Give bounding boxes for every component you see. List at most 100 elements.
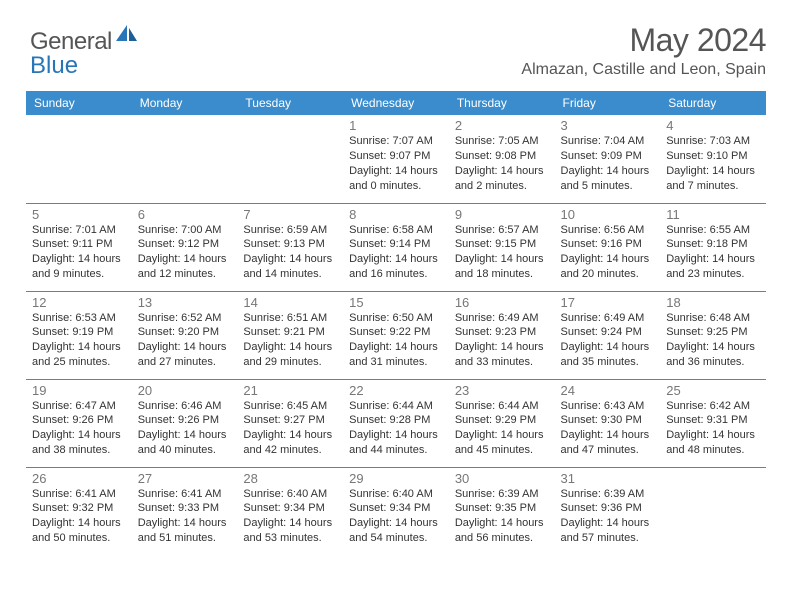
day-number: 29 [349, 471, 443, 486]
day-cell: 27Sunrise: 6:41 AMSunset: 9:33 PMDayligh… [132, 467, 238, 555]
day-cell: 25Sunrise: 6:42 AMSunset: 9:31 PMDayligh… [660, 379, 766, 467]
week-row: 5Sunrise: 7:01 AMSunset: 9:11 PMDaylight… [26, 203, 766, 291]
day-cell: 14Sunrise: 6:51 AMSunset: 9:21 PMDayligh… [237, 291, 343, 379]
day-info: Sunrise: 7:03 AMSunset: 9:10 PMDaylight:… [666, 134, 760, 193]
day-cell: 15Sunrise: 6:50 AMSunset: 9:22 PMDayligh… [343, 291, 449, 379]
day-number: 9 [455, 207, 549, 222]
day-header-row: SundayMondayTuesdayWednesdayThursdayFrid… [26, 91, 766, 115]
day-cell: 7Sunrise: 6:59 AMSunset: 9:13 PMDaylight… [237, 203, 343, 291]
day-number: 1 [349, 118, 443, 133]
day-info: Sunrise: 6:39 AMSunset: 9:35 PMDaylight:… [455, 487, 549, 546]
week-row: 12Sunrise: 6:53 AMSunset: 9:19 PMDayligh… [26, 291, 766, 379]
day-info: Sunrise: 6:50 AMSunset: 9:22 PMDaylight:… [349, 311, 443, 370]
day-header-monday: Monday [132, 91, 238, 115]
day-cell: 4Sunrise: 7:03 AMSunset: 9:10 PMDaylight… [660, 115, 766, 203]
day-cell: 9Sunrise: 6:57 AMSunset: 9:15 PMDaylight… [449, 203, 555, 291]
day-cell: 23Sunrise: 6:44 AMSunset: 9:29 PMDayligh… [449, 379, 555, 467]
day-info: Sunrise: 7:07 AMSunset: 9:07 PMDaylight:… [349, 134, 443, 193]
day-info: Sunrise: 6:45 AMSunset: 9:27 PMDaylight:… [243, 399, 337, 458]
day-info: Sunrise: 6:47 AMSunset: 9:26 PMDaylight:… [32, 399, 126, 458]
day-header-saturday: Saturday [660, 91, 766, 115]
day-info: Sunrise: 6:53 AMSunset: 9:19 PMDaylight:… [32, 311, 126, 370]
day-cell: 20Sunrise: 6:46 AMSunset: 9:26 PMDayligh… [132, 379, 238, 467]
day-info: Sunrise: 6:41 AMSunset: 9:33 PMDaylight:… [138, 487, 232, 546]
day-header-tuesday: Tuesday [237, 91, 343, 115]
calendar-table: SundayMondayTuesdayWednesdayThursdayFrid… [26, 91, 766, 555]
logo: General [30, 22, 140, 56]
week-row: 19Sunrise: 6:47 AMSunset: 9:26 PMDayligh… [26, 379, 766, 467]
month-title: May 2024 [521, 22, 766, 59]
empty-cell [237, 115, 343, 203]
empty-cell [26, 115, 132, 203]
day-cell: 28Sunrise: 6:40 AMSunset: 9:34 PMDayligh… [237, 467, 343, 555]
day-number: 24 [561, 383, 655, 398]
empty-cell [660, 467, 766, 555]
day-cell: 29Sunrise: 6:40 AMSunset: 9:34 PMDayligh… [343, 467, 449, 555]
day-info: Sunrise: 7:05 AMSunset: 9:08 PMDaylight:… [455, 134, 549, 193]
day-info: Sunrise: 7:01 AMSunset: 9:11 PMDaylight:… [32, 223, 126, 282]
day-number: 25 [666, 383, 760, 398]
day-number: 18 [666, 295, 760, 310]
day-number: 5 [32, 207, 126, 222]
day-number: 10 [561, 207, 655, 222]
day-number: 28 [243, 471, 337, 486]
day-info: Sunrise: 6:49 AMSunset: 9:24 PMDaylight:… [561, 311, 655, 370]
day-number: 2 [455, 118, 549, 133]
day-cell: 13Sunrise: 6:52 AMSunset: 9:20 PMDayligh… [132, 291, 238, 379]
day-info: Sunrise: 6:42 AMSunset: 9:31 PMDaylight:… [666, 399, 760, 458]
day-info: Sunrise: 6:58 AMSunset: 9:14 PMDaylight:… [349, 223, 443, 282]
day-header-sunday: Sunday [26, 91, 132, 115]
day-number: 20 [138, 383, 232, 398]
day-number: 13 [138, 295, 232, 310]
day-info: Sunrise: 6:39 AMSunset: 9:36 PMDaylight:… [561, 487, 655, 546]
day-cell: 19Sunrise: 6:47 AMSunset: 9:26 PMDayligh… [26, 379, 132, 467]
day-number: 31 [561, 471, 655, 486]
day-info: Sunrise: 6:40 AMSunset: 9:34 PMDaylight:… [349, 487, 443, 546]
day-number: 11 [666, 207, 760, 222]
day-info: Sunrise: 6:46 AMSunset: 9:26 PMDaylight:… [138, 399, 232, 458]
day-header-wednesday: Wednesday [343, 91, 449, 115]
title-group: May 2024 Almazan, Castille and Leon, Spa… [521, 22, 766, 79]
day-info: Sunrise: 7:00 AMSunset: 9:12 PMDaylight:… [138, 223, 232, 282]
day-header-friday: Friday [555, 91, 661, 115]
day-info: Sunrise: 6:40 AMSunset: 9:34 PMDaylight:… [243, 487, 337, 546]
day-number: 3 [561, 118, 655, 133]
day-cell: 6Sunrise: 7:00 AMSunset: 9:12 PMDaylight… [132, 203, 238, 291]
day-cell: 12Sunrise: 6:53 AMSunset: 9:19 PMDayligh… [26, 291, 132, 379]
week-row: 1Sunrise: 7:07 AMSunset: 9:07 PMDaylight… [26, 115, 766, 203]
empty-cell [132, 115, 238, 203]
day-info: Sunrise: 6:51 AMSunset: 9:21 PMDaylight:… [243, 311, 337, 370]
day-info: Sunrise: 6:57 AMSunset: 9:15 PMDaylight:… [455, 223, 549, 282]
day-number: 7 [243, 207, 337, 222]
day-header-thursday: Thursday [449, 91, 555, 115]
day-info: Sunrise: 6:59 AMSunset: 9:13 PMDaylight:… [243, 223, 337, 282]
logo-text-blue: Blue [30, 52, 78, 80]
day-info: Sunrise: 6:44 AMSunset: 9:28 PMDaylight:… [349, 399, 443, 458]
day-number: 22 [349, 383, 443, 398]
day-cell: 18Sunrise: 6:48 AMSunset: 9:25 PMDayligh… [660, 291, 766, 379]
day-info: Sunrise: 6:49 AMSunset: 9:23 PMDaylight:… [455, 311, 549, 370]
day-number: 23 [455, 383, 549, 398]
day-cell: 26Sunrise: 6:41 AMSunset: 9:32 PMDayligh… [26, 467, 132, 555]
day-number: 12 [32, 295, 126, 310]
day-info: Sunrise: 6:41 AMSunset: 9:32 PMDaylight:… [32, 487, 126, 546]
day-cell: 2Sunrise: 7:05 AMSunset: 9:08 PMDaylight… [449, 115, 555, 203]
day-cell: 10Sunrise: 6:56 AMSunset: 9:16 PMDayligh… [555, 203, 661, 291]
day-number: 6 [138, 207, 232, 222]
day-number: 27 [138, 471, 232, 486]
sail-icon [116, 25, 138, 48]
day-info: Sunrise: 6:52 AMSunset: 9:20 PMDaylight:… [138, 311, 232, 370]
day-number: 19 [32, 383, 126, 398]
day-cell: 17Sunrise: 6:49 AMSunset: 9:24 PMDayligh… [555, 291, 661, 379]
day-number: 14 [243, 295, 337, 310]
day-cell: 1Sunrise: 7:07 AMSunset: 9:07 PMDaylight… [343, 115, 449, 203]
day-cell: 22Sunrise: 6:44 AMSunset: 9:28 PMDayligh… [343, 379, 449, 467]
day-cell: 16Sunrise: 6:49 AMSunset: 9:23 PMDayligh… [449, 291, 555, 379]
day-number: 15 [349, 295, 443, 310]
day-info: Sunrise: 6:44 AMSunset: 9:29 PMDaylight:… [455, 399, 549, 458]
day-cell: 11Sunrise: 6:55 AMSunset: 9:18 PMDayligh… [660, 203, 766, 291]
day-cell: 8Sunrise: 6:58 AMSunset: 9:14 PMDaylight… [343, 203, 449, 291]
day-cell: 21Sunrise: 6:45 AMSunset: 9:27 PMDayligh… [237, 379, 343, 467]
location-label: Almazan, Castille and Leon, Spain [521, 61, 766, 79]
day-cell: 3Sunrise: 7:04 AMSunset: 9:09 PMDaylight… [555, 115, 661, 203]
